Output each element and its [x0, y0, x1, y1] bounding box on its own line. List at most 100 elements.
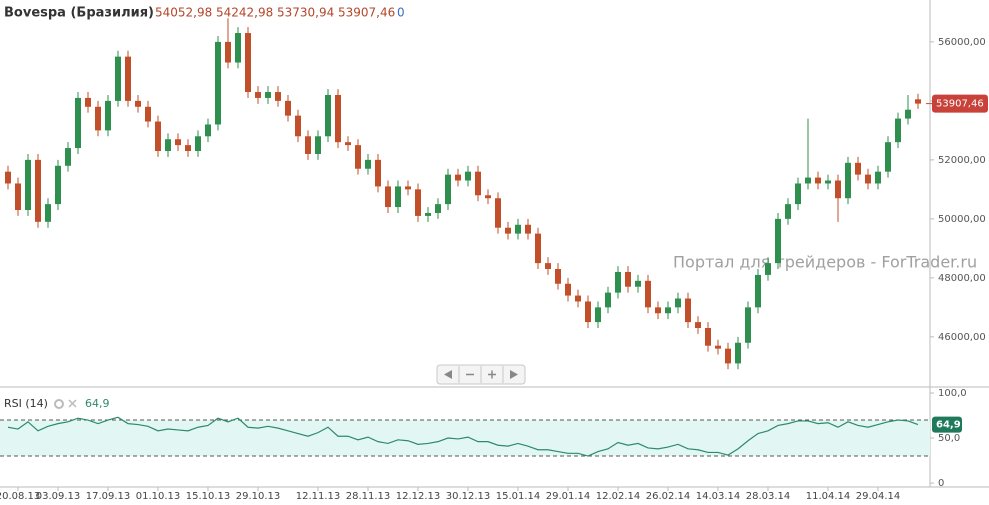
candle-body: [775, 218, 781, 264]
candle-body: [645, 280, 651, 308]
candle-body: [675, 298, 681, 308]
candle-body: [55, 165, 61, 205]
candle-body: [755, 274, 761, 308]
x-tick-label: 14.03.14: [696, 491, 741, 502]
candle-body: [45, 204, 51, 222]
candle-body: [235, 33, 241, 63]
candle-body: [615, 271, 621, 293]
candle-body: [95, 106, 101, 131]
candle-body: [155, 121, 161, 152]
x-tick-label: 12.12.13: [396, 491, 441, 502]
candle-body: [565, 283, 571, 296]
candle-body: [745, 307, 751, 343]
x-tick-label: 29.04.14: [856, 491, 901, 502]
candle-body: [305, 136, 311, 154]
candle-body: [625, 271, 631, 287]
candle-body: [555, 269, 561, 284]
candle-body: [635, 280, 641, 287]
chart-title: Bovespa (Бразилия): [4, 6, 154, 21]
candle-body: [845, 162, 851, 199]
candle-body: [705, 328, 711, 346]
x-tick-label: 03.09.13: [36, 491, 81, 502]
legend-low: 53730,94: [277, 6, 334, 20]
candle-body: [355, 145, 361, 169]
candle-body: [915, 99, 921, 104]
candle-body: [805, 177, 811, 184]
candle-body: [735, 342, 741, 364]
watermark: Портал для трейдеров - ForTrader.ru: [673, 253, 977, 272]
candle-body: [465, 171, 471, 181]
candle-body: [105, 100, 111, 131]
candle-body: [605, 292, 611, 308]
candle-body: [65, 148, 71, 166]
candle-body: [25, 159, 31, 211]
candle-body: [725, 348, 731, 364]
candle-body: [125, 56, 131, 101]
candle-body: [795, 183, 801, 205]
candle-body: [35, 159, 41, 222]
nav-right[interactable]: [510, 370, 518, 379]
candle-body: [255, 92, 261, 98]
settings-icon[interactable]: [54, 399, 64, 409]
candle-body: [785, 204, 791, 219]
candle-body: [595, 307, 601, 323]
y-tick-label: 50000,00: [938, 214, 986, 225]
y-tick-label: 100,0: [938, 388, 967, 399]
rsi-title: RSI (14): [4, 397, 48, 410]
candle-body: [865, 174, 871, 184]
candle-body: [475, 171, 481, 196]
candle-body: [175, 139, 181, 146]
close-icon[interactable]: [68, 399, 77, 408]
y-tick-label: 46000,00: [938, 332, 986, 343]
x-tick-label: 15.01.14: [496, 491, 541, 502]
candle-body: [205, 124, 211, 137]
candle-body: [195, 136, 201, 152]
candle-body: [855, 162, 861, 175]
x-tick-label: 29.01.14: [546, 491, 591, 502]
candle-body: [385, 186, 391, 208]
candle-body: [815, 177, 821, 184]
candle-body: [185, 145, 191, 152]
y-tick-label: 50,0: [938, 433, 960, 444]
x-tick-label: 15.10.13: [186, 491, 231, 502]
x-tick-label: 29.10.13: [236, 491, 281, 502]
nav-zoom-in[interactable]: [488, 370, 496, 379]
candle-body: [715, 345, 721, 349]
y-tick-label: 56000,00: [938, 37, 986, 48]
candle-body: [455, 174, 461, 181]
x-tick-label: 20.08.13: [0, 491, 40, 502]
candle-body: [5, 171, 11, 184]
candle-body: [445, 174, 451, 205]
candle-body: [15, 183, 21, 211]
legend-high: 54242,98: [216, 6, 273, 20]
candle-body: [535, 233, 541, 264]
candle-body: [495, 198, 501, 228]
candle-body: [245, 33, 251, 93]
legend-open: 54052,98: [155, 6, 212, 20]
candle-body: [435, 204, 441, 213]
rsi-line: [7, 416, 919, 457]
rsi-tag: [932, 416, 962, 433]
candle-body: [295, 115, 301, 137]
last-price-tag: [932, 94, 988, 113]
x-tick-label: 28.11.13: [346, 491, 391, 502]
candle-body: [875, 171, 881, 184]
x-tick-label: 17.09.13: [86, 491, 131, 502]
candle-body: [425, 212, 431, 216]
last-price-label: 53907,46: [936, 99, 984, 110]
nav-left[interactable]: [444, 370, 452, 379]
candle-body: [515, 224, 521, 234]
x-tick-label: 26.02.14: [646, 491, 691, 502]
candle-body: [695, 322, 701, 329]
candle-body: [685, 298, 691, 323]
y-tick-label: 52000,00: [938, 155, 986, 166]
candle-body: [765, 263, 771, 275]
candle-body: [485, 195, 491, 199]
candle-body: [895, 118, 901, 143]
candle-body: [545, 263, 551, 270]
candle-body: [135, 100, 141, 107]
x-tick-label: 11.04.14: [806, 491, 851, 502]
candle-body: [525, 224, 531, 234]
candle-body: [585, 301, 591, 323]
